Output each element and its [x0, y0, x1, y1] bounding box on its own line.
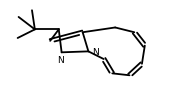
Text: N: N: [93, 48, 99, 57]
Text: N: N: [57, 56, 64, 65]
